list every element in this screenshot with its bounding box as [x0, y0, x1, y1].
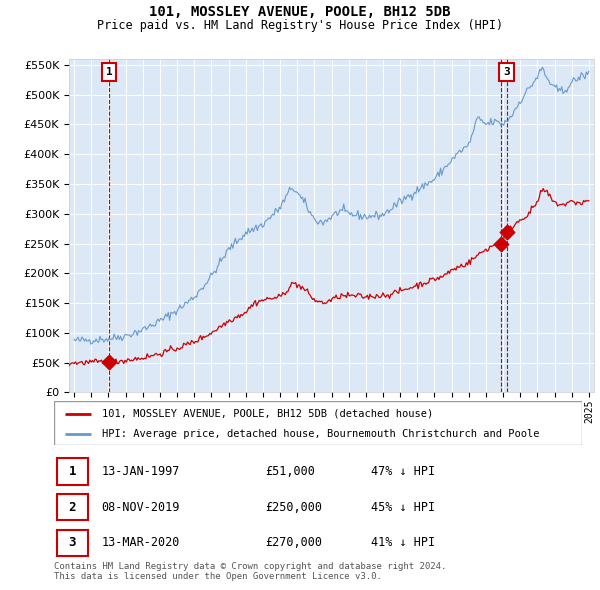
- Point: [496, 239, 505, 248]
- Text: 101, MOSSLEY AVENUE, POOLE, BH12 5DB: 101, MOSSLEY AVENUE, POOLE, BH12 5DB: [149, 5, 451, 19]
- Text: 3: 3: [69, 536, 76, 549]
- Text: £51,000: £51,000: [265, 465, 315, 478]
- Text: 101, MOSSLEY AVENUE, POOLE, BH12 5DB (detached house): 101, MOSSLEY AVENUE, POOLE, BH12 5DB (de…: [101, 409, 433, 418]
- Text: £250,000: £250,000: [265, 501, 322, 514]
- Text: 13-MAR-2020: 13-MAR-2020: [101, 536, 180, 549]
- Text: 47% ↓ HPI: 47% ↓ HPI: [371, 465, 435, 478]
- Bar: [56, 458, 88, 484]
- Text: 45% ↓ HPI: 45% ↓ HPI: [371, 501, 435, 514]
- Text: 3: 3: [503, 67, 510, 77]
- Text: Contains HM Land Registry data © Crown copyright and database right 2024.
This d: Contains HM Land Registry data © Crown c…: [54, 562, 446, 581]
- Point: [104, 358, 114, 367]
- Text: 41% ↓ HPI: 41% ↓ HPI: [371, 536, 435, 549]
- Text: 08-NOV-2019: 08-NOV-2019: [101, 501, 180, 514]
- Bar: [56, 530, 88, 556]
- Text: 2: 2: [69, 501, 76, 514]
- Text: HPI: Average price, detached house, Bournemouth Christchurch and Poole: HPI: Average price, detached house, Bour…: [101, 430, 539, 440]
- Text: £270,000: £270,000: [265, 536, 322, 549]
- Text: 1: 1: [69, 465, 76, 478]
- Bar: [56, 494, 88, 520]
- Text: Price paid vs. HM Land Registry's House Price Index (HPI): Price paid vs. HM Land Registry's House …: [97, 19, 503, 32]
- Text: 13-JAN-1997: 13-JAN-1997: [101, 465, 180, 478]
- Text: 1: 1: [106, 67, 113, 77]
- Point: [502, 227, 511, 237]
